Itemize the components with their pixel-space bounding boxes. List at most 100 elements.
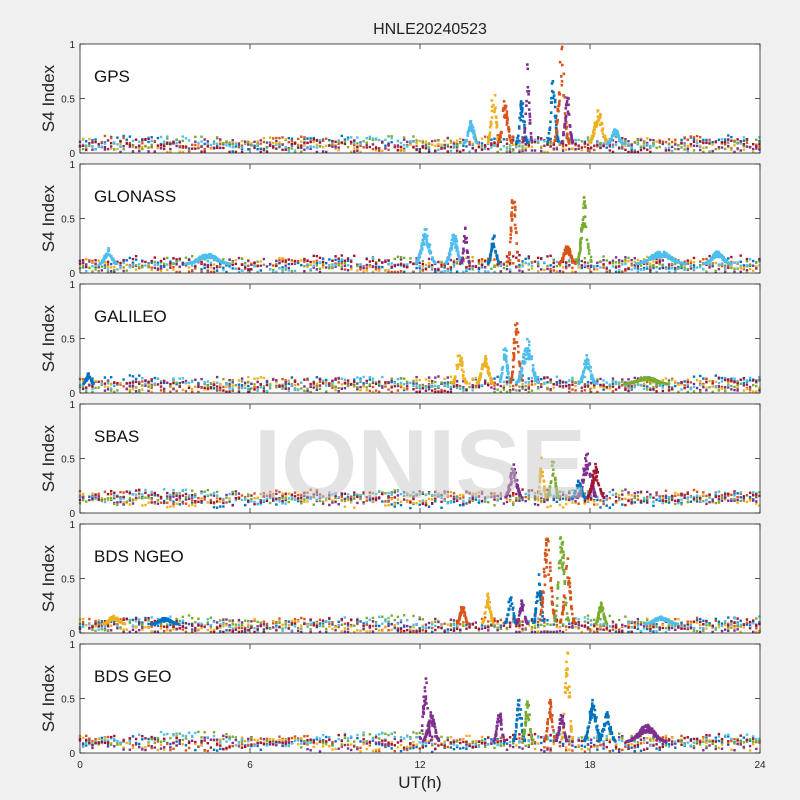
data-point [513, 214, 517, 218]
data-point [243, 264, 247, 267]
data-point [557, 102, 561, 105]
data-point [253, 386, 256, 389]
data-point [423, 232, 427, 236]
data-point [506, 260, 510, 263]
data-point [259, 269, 262, 272]
data-point [674, 380, 677, 383]
data-point [371, 380, 375, 383]
data-point [561, 266, 565, 269]
data-point [231, 139, 234, 142]
data-point [106, 380, 110, 384]
data-point [187, 386, 191, 390]
data-point [371, 137, 375, 140]
data-point [758, 136, 761, 139]
data-point [446, 150, 449, 153]
data-point [454, 245, 458, 249]
data-point [667, 146, 671, 149]
data-point [172, 268, 175, 271]
data-point [487, 270, 490, 273]
data-point [677, 147, 680, 151]
data-point [686, 259, 689, 262]
data-point [661, 265, 665, 268]
data-point [513, 347, 516, 350]
data-point [560, 83, 564, 87]
data-point [203, 147, 206, 151]
data-point [334, 385, 337, 388]
data-point [138, 390, 141, 393]
data-point [128, 381, 132, 385]
data-point [505, 255, 509, 258]
data-point [706, 260, 709, 264]
data-point [368, 137, 372, 141]
data-point [147, 382, 150, 385]
data-point [85, 258, 88, 261]
data-point [209, 256, 213, 259]
data-point [349, 258, 353, 262]
data-point [670, 149, 674, 153]
data-point [563, 248, 567, 252]
data-point [141, 380, 144, 383]
data-point [458, 363, 461, 366]
data-point [430, 267, 434, 270]
data-point [599, 141, 602, 145]
data-point [483, 382, 487, 385]
data-point [228, 385, 231, 388]
data-point [664, 140, 668, 144]
data-point [147, 265, 150, 269]
data-point [200, 260, 203, 264]
data-point [147, 137, 150, 140]
data-point [169, 150, 172, 154]
data-point [584, 363, 588, 366]
data-point [508, 147, 512, 151]
data-point [452, 385, 456, 388]
data-point [630, 385, 633, 388]
data-point [421, 265, 425, 268]
data-point [225, 385, 228, 388]
data-point [259, 264, 262, 267]
data-point [586, 264, 590, 268]
data-point [552, 143, 555, 146]
data-point [574, 138, 577, 142]
data-point [742, 381, 746, 385]
data-point [222, 142, 225, 145]
data-point [219, 386, 222, 389]
data-point [198, 256, 201, 260]
data-point [736, 387, 739, 390]
data-point [427, 150, 431, 154]
data-point [658, 262, 661, 266]
data-point [593, 148, 596, 152]
data-point [589, 255, 593, 259]
data-point [611, 380, 615, 384]
data-point [309, 145, 312, 148]
data-point [418, 266, 421, 269]
data-point [455, 139, 459, 142]
data-point [424, 145, 428, 148]
data-point [306, 387, 309, 391]
data-point [546, 264, 549, 268]
data-point [630, 386, 633, 390]
data-point [723, 267, 727, 270]
data-point [549, 120, 552, 124]
data-point [349, 140, 353, 144]
data-point [462, 270, 465, 274]
data-point [202, 255, 205, 259]
data-point [303, 269, 306, 273]
data-point [111, 258, 114, 261]
data-point [717, 267, 721, 271]
data-point [561, 142, 565, 145]
data-point [589, 258, 593, 262]
data-point [495, 121, 498, 124]
data-point [667, 267, 671, 270]
data-point [428, 250, 431, 254]
data-point [496, 150, 499, 154]
data-point [636, 380, 639, 383]
data-point [253, 265, 256, 268]
data-point [556, 108, 560, 112]
data-point [91, 270, 94, 273]
data-point [203, 263, 206, 266]
data-point [247, 143, 250, 146]
data-point [521, 379, 524, 382]
data-point [85, 390, 88, 394]
data-point [430, 143, 434, 146]
data-point [582, 206, 585, 210]
